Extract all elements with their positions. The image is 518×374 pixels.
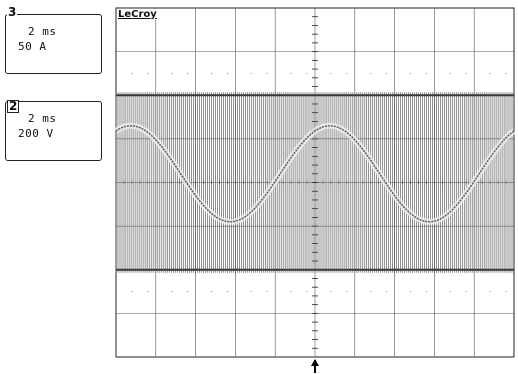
channel-3-scale: 50 A	[18, 40, 47, 53]
grid-dot	[505, 291, 507, 293]
grid-dot	[290, 291, 292, 293]
grid-dot	[147, 291, 149, 293]
grid-dot	[187, 291, 189, 293]
grid-dot	[306, 72, 308, 74]
grid-dot	[266, 291, 268, 293]
grid-dot	[386, 72, 388, 74]
grid-dot	[266, 72, 268, 74]
grid-dot	[147, 72, 149, 74]
channel-2-info-box: 2 2 ms 200 V	[5, 99, 102, 161]
channel-2-timebase: 2 ms	[28, 112, 57, 125]
current-waveform	[115, 125, 515, 223]
grid-dot	[250, 291, 252, 293]
grid-dot	[489, 72, 491, 74]
grid-dot	[465, 291, 467, 293]
grid-dot	[449, 291, 451, 293]
grid-dot	[489, 291, 491, 293]
grid-dot	[346, 72, 348, 74]
grid-dot	[346, 291, 348, 293]
grid-dot	[211, 72, 213, 74]
grid-dot	[410, 291, 412, 293]
grid-dot	[449, 72, 451, 74]
grid-dot	[425, 72, 427, 74]
grid-dot	[226, 291, 228, 293]
grid-dot	[290, 72, 292, 74]
grid-dot	[226, 72, 228, 74]
brand-logo-label: LeCroy	[117, 9, 158, 20]
grid-dot	[211, 291, 213, 293]
grid-dot	[505, 72, 507, 74]
grid-dot	[306, 291, 308, 293]
switching-voltage-trace	[115, 92, 514, 273]
grid-dot	[465, 72, 467, 74]
voltage-switching-edges	[115, 92, 513, 273]
channel-3-number: 3	[7, 5, 18, 19]
grid-dot	[370, 72, 372, 74]
grid-dot	[330, 72, 332, 74]
trigger-arrow-icon	[311, 359, 319, 373]
grid-dot	[425, 291, 427, 293]
channel-3-timebase: 2 ms	[28, 25, 57, 38]
channel-2-number: 2	[7, 99, 20, 113]
grid-dot	[187, 72, 189, 74]
grid-dot	[131, 291, 133, 293]
channel-3-info-box: 3 2 ms 50 A	[5, 6, 102, 74]
grid-dot	[171, 291, 173, 293]
grid-dot	[250, 72, 252, 74]
current-trace	[114, 122, 516, 225]
channel-2-scale: 200 V	[18, 127, 54, 140]
grid-dot	[410, 72, 412, 74]
grid-dot	[386, 291, 388, 293]
grid-dot	[330, 291, 332, 293]
grid-dot	[370, 291, 372, 293]
grid-dot	[131, 72, 133, 74]
grid-dot	[171, 72, 173, 74]
trigger-arrow-head	[311, 359, 319, 366]
